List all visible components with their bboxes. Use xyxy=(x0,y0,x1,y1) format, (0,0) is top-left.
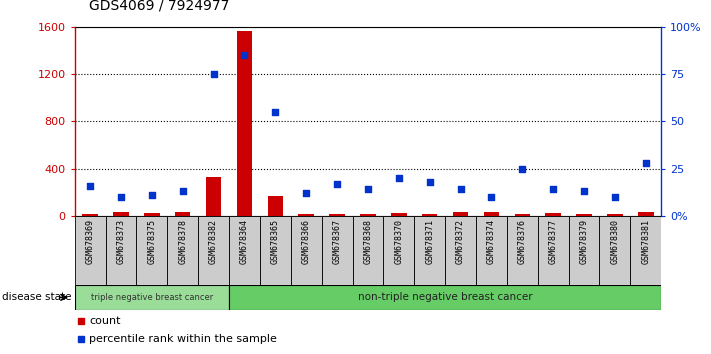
Text: GSM678370: GSM678370 xyxy=(395,219,403,264)
Point xyxy=(547,187,559,192)
Text: GSM678379: GSM678379 xyxy=(579,219,589,264)
Text: GSM678371: GSM678371 xyxy=(425,219,434,264)
Bar xyxy=(267,196,283,216)
Bar xyxy=(476,216,507,285)
Text: GSM678377: GSM678377 xyxy=(549,219,557,264)
Text: GSM678365: GSM678365 xyxy=(271,219,280,264)
Bar xyxy=(175,212,191,216)
Point xyxy=(517,166,528,171)
Point xyxy=(640,160,651,166)
Bar xyxy=(167,216,198,285)
Bar xyxy=(82,213,98,216)
Text: GSM678373: GSM678373 xyxy=(117,219,125,264)
Point xyxy=(578,188,589,194)
Text: GSM678369: GSM678369 xyxy=(85,219,95,264)
Bar xyxy=(415,216,445,285)
Text: GSM678374: GSM678374 xyxy=(487,219,496,264)
Text: GSM678364: GSM678364 xyxy=(240,219,249,264)
Text: GSM678380: GSM678380 xyxy=(611,219,619,264)
Bar xyxy=(229,285,661,310)
Text: non-triple negative breast cancer: non-triple negative breast cancer xyxy=(358,292,533,302)
Text: GSM678375: GSM678375 xyxy=(147,219,156,264)
Point xyxy=(362,187,374,192)
Text: GSM678381: GSM678381 xyxy=(641,219,651,264)
Bar xyxy=(137,216,167,285)
Bar xyxy=(638,212,653,216)
Point xyxy=(331,181,343,187)
Bar xyxy=(391,213,407,216)
Bar xyxy=(329,213,345,216)
Bar xyxy=(507,216,538,285)
Text: GSM678376: GSM678376 xyxy=(518,219,527,264)
Bar xyxy=(383,216,415,285)
Bar xyxy=(453,212,469,216)
Bar xyxy=(353,216,383,285)
Text: disease state: disease state xyxy=(2,292,72,302)
Bar xyxy=(607,214,623,216)
Point xyxy=(146,192,158,198)
Text: GSM678372: GSM678372 xyxy=(456,219,465,264)
Text: GSM678366: GSM678366 xyxy=(301,219,311,264)
Bar xyxy=(321,216,353,285)
Text: GSM678378: GSM678378 xyxy=(178,219,187,264)
Bar xyxy=(113,212,129,216)
Point xyxy=(208,71,219,77)
Bar xyxy=(422,213,437,216)
Point xyxy=(486,194,497,200)
Point xyxy=(115,194,127,200)
Bar xyxy=(545,213,561,216)
Bar xyxy=(360,214,375,216)
Text: percentile rank within the sample: percentile rank within the sample xyxy=(90,334,277,344)
Bar xyxy=(260,216,291,285)
Point xyxy=(424,179,435,185)
Bar xyxy=(569,216,599,285)
Bar xyxy=(631,216,661,285)
Bar xyxy=(229,216,260,285)
Point xyxy=(85,183,96,188)
Bar xyxy=(538,216,569,285)
Text: GSM678382: GSM678382 xyxy=(209,219,218,264)
Text: GSM678368: GSM678368 xyxy=(363,219,373,264)
Bar xyxy=(599,216,631,285)
Bar xyxy=(75,216,105,285)
Bar xyxy=(515,213,530,216)
Bar xyxy=(577,213,592,216)
Bar xyxy=(291,216,321,285)
Bar xyxy=(105,216,137,285)
Point xyxy=(269,109,281,115)
Point xyxy=(177,188,188,194)
Bar xyxy=(483,212,499,216)
Bar xyxy=(445,216,476,285)
Bar xyxy=(198,216,229,285)
Bar xyxy=(237,31,252,216)
Bar xyxy=(206,177,221,216)
Bar xyxy=(299,214,314,216)
Point xyxy=(393,175,405,181)
Point xyxy=(455,187,466,192)
Text: triple negative breast cancer: triple negative breast cancer xyxy=(91,293,213,302)
Point xyxy=(609,194,621,200)
Bar xyxy=(75,285,229,310)
Text: GDS4069 / 7924977: GDS4069 / 7924977 xyxy=(89,0,229,12)
Text: count: count xyxy=(90,316,121,326)
Text: GSM678367: GSM678367 xyxy=(333,219,341,264)
Point xyxy=(301,190,312,196)
Point xyxy=(239,52,250,58)
Bar xyxy=(144,213,159,216)
